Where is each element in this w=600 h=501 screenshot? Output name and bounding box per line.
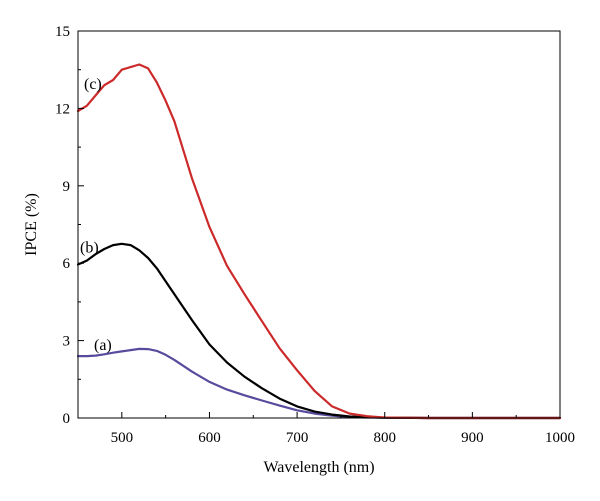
y-axis: 0 3 6 9 12 15 — [55, 24, 84, 427]
x-tick-label-2: 700 — [286, 430, 309, 446]
y-tick-label-1: 3 — [63, 334, 71, 350]
series-line-2 — [76, 63, 562, 420]
y-tick-label-5: 15 — [55, 24, 70, 40]
x-tick-label-1: 600 — [198, 430, 221, 446]
x-axis-label: Wavelength (nm) — [263, 459, 374, 476]
x-tick-label-5: 1000 — [545, 430, 575, 446]
x-tick-label-0: 500 — [111, 430, 134, 446]
plot-frame — [77, 30, 561, 419]
series-label-2: (c) — [84, 76, 102, 93]
y-tick-label-0: 0 — [63, 411, 71, 427]
series-line-0 — [76, 347, 562, 420]
series-labels: (a) (b) (c) — [80, 76, 112, 354]
series-label-0: (a) — [94, 337, 112, 354]
y-axis-label: IPCE (%) — [23, 193, 40, 256]
x-axis: 500 600 700 800 900 1000 — [111, 412, 575, 446]
series-line-1 — [76, 242, 562, 420]
y-tick-label-4: 12 — [55, 101, 70, 117]
x-tick-label-3: 800 — [373, 430, 396, 446]
y-tick-label-2: 6 — [63, 256, 71, 272]
x-tick-label-4: 900 — [461, 430, 484, 446]
series-layer — [76, 63, 562, 420]
series-label-1: (b) — [80, 239, 99, 256]
y-tick-label-3: 9 — [63, 179, 71, 195]
